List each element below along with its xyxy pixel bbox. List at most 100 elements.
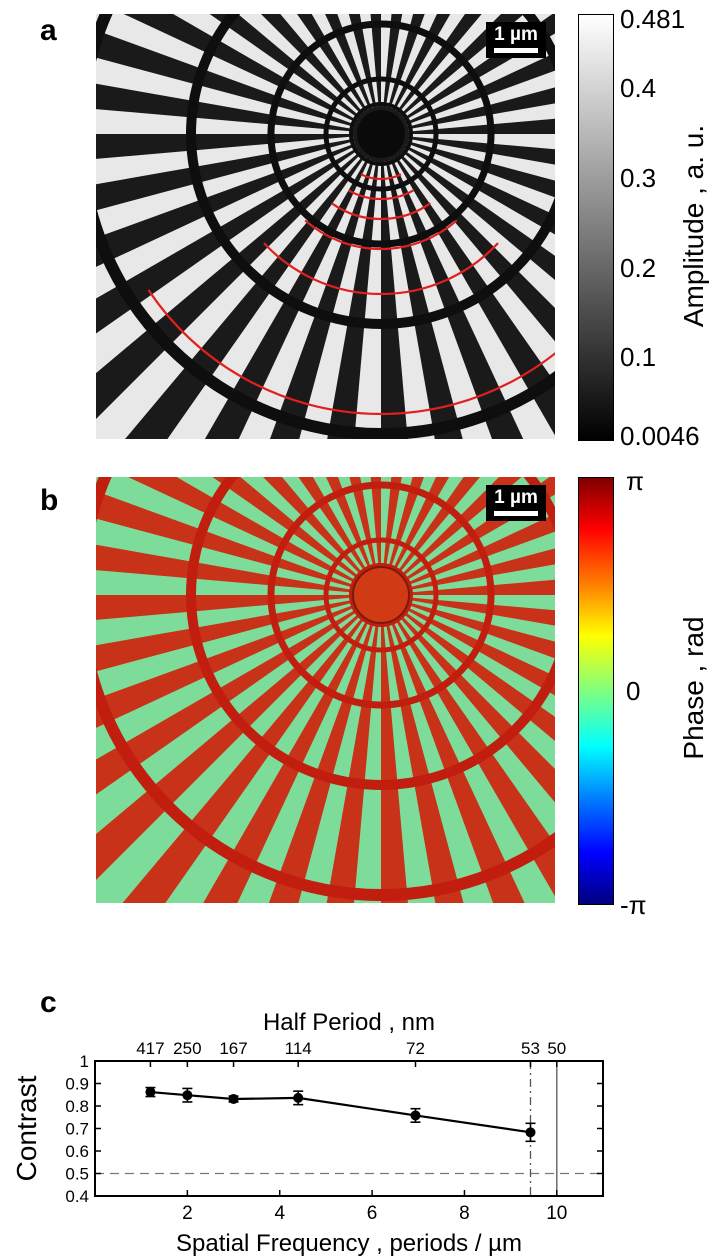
amp-tick-1: 0.4: [620, 73, 657, 103]
panel-b-letter: b: [40, 484, 59, 517]
pattern-spoke: [381, 14, 392, 107]
pattern-ring: [323, 76, 439, 192]
y-tick-label: 0.4: [65, 1187, 89, 1206]
pattern-spoke: [407, 70, 555, 127]
pattern-spoke: [96, 602, 355, 699]
phase-tick-pi: π: [626, 466, 644, 496]
pattern-ring: [267, 20, 495, 248]
pattern-spoke: [408, 599, 555, 642]
measurement-arc: [360, 173, 402, 181]
scale-bar-a-label: 1 µm: [494, 24, 538, 45]
pattern-spoke: [408, 134, 555, 150]
scale-bar-b: 1 µm: [486, 485, 546, 521]
y-tick-label: 0.5: [65, 1165, 89, 1184]
pattern-spoke: [96, 477, 356, 586]
pattern-spoke: [96, 597, 354, 646]
y-tick-label: 1: [80, 1052, 89, 1071]
pattern-spoke: [397, 155, 555, 383]
series-line: [150, 1090, 531, 1134]
scale-bar-b-label: 1 µm: [494, 487, 538, 508]
plot-area: [94, 1060, 604, 1197]
x-tick-label: 6: [367, 1203, 378, 1224]
contrast-chart: 2 4 6 8 10 0.4 0.5 0.6 0.7 0.8 0.9 1 417 250 167 114 72 5…: [11, 1009, 604, 1257]
pattern-ring: [349, 563, 413, 627]
pattern-ring: [96, 14, 555, 439]
amp-tick-4: 0.1: [620, 342, 657, 372]
pattern-ring: [186, 14, 555, 329]
x-tick-label: 8: [459, 1203, 470, 1224]
pattern-spoke: [385, 14, 414, 107]
top-tick-label: 250: [173, 1039, 201, 1058]
pattern-spoke: [360, 477, 379, 568]
pattern-spoke: [383, 622, 436, 903]
phase-image: [96, 477, 555, 903]
amplitude-colorbar-label: Amplitude , a. u.: [678, 124, 709, 328]
pattern-spoke: [281, 477, 365, 574]
pattern-ring: [349, 102, 413, 166]
top-axis-label: Half Period , nm: [263, 1009, 435, 1036]
pattern-spoke: [96, 109, 354, 134]
amp-tick-2: 0.3: [620, 163, 657, 193]
pattern-spoke: [408, 595, 555, 611]
measurement-arc: [147, 289, 555, 416]
amplitude-colorbar: [578, 14, 614, 441]
pattern-spoke: [96, 606, 357, 760]
pattern-spoke: [96, 136, 354, 185]
panel-c-letter: c: [40, 986, 57, 1019]
pattern-spoke: [398, 477, 499, 576]
pattern-spoke: [354, 622, 381, 903]
data-point: [182, 1090, 193, 1101]
y-axis-label: Contrast: [11, 1075, 42, 1181]
measurement-arc: [263, 242, 499, 296]
pattern-spoke: [385, 477, 413, 568]
data-point: [410, 1110, 421, 1121]
pattern-spoke: [403, 609, 555, 717]
x-tick-label: 4: [274, 1203, 285, 1224]
pattern-spoke: [388, 160, 493, 439]
pattern-spoke: [96, 153, 364, 439]
y-tick-label: 0.6: [65, 1142, 89, 1161]
data-point: [293, 1092, 304, 1103]
x-tick-label: 10: [546, 1203, 567, 1224]
pattern-spoke: [397, 616, 555, 844]
scale-bar-b-line: [494, 511, 538, 516]
pattern-spoke: [403, 148, 555, 256]
pattern-spoke: [383, 161, 435, 439]
top-tick-label: 72: [406, 1039, 425, 1058]
top-tick-label: 53: [521, 1039, 540, 1058]
pattern-spoke: [176, 477, 359, 581]
phase-colorbar: [578, 477, 614, 905]
pattern-spoke: [96, 14, 356, 125]
pattern-spoke: [407, 531, 555, 588]
pattern-spoke: [337, 14, 374, 108]
pattern-ring: [96, 477, 555, 901]
pattern-spoke: [165, 617, 367, 903]
amp-tick-3: 0.2: [620, 253, 657, 283]
amp-tick-0: 0.481: [620, 4, 686, 34]
top-tick-label: 114: [285, 1039, 312, 1058]
pattern-spoke: [408, 103, 555, 132]
measurement-arc: [348, 189, 414, 201]
pattern-spoke: [299, 161, 377, 439]
y-tick-label: 0.8: [65, 1097, 89, 1116]
pattern-spoke: [96, 570, 354, 595]
pattern-spoke: [359, 14, 379, 107]
pattern-spoke: [96, 145, 357, 299]
amp-tick-5: 0.0046: [620, 421, 700, 451]
data-point: [525, 1127, 536, 1138]
pattern-spoke: [388, 621, 494, 903]
pattern-spoke: [96, 57, 354, 130]
measurement-arc: [304, 219, 458, 251]
pattern-ring: [267, 481, 495, 709]
data-point: [228, 1094, 239, 1105]
scale-bar-a-line: [494, 48, 538, 53]
phase-tick-zero: 0: [626, 676, 641, 706]
pattern-spoke: [354, 161, 381, 439]
x-axis-label: Spatial Frequency , periods / µm: [176, 1230, 522, 1257]
pattern-spoke: [238, 159, 372, 439]
pattern-spoke: [240, 477, 362, 578]
pattern-spoke: [96, 614, 364, 903]
top-tick-label: 417: [136, 1039, 164, 1058]
phase-colorbar-label: Phase , rad: [678, 616, 709, 760]
pattern-spoke: [298, 622, 377, 903]
